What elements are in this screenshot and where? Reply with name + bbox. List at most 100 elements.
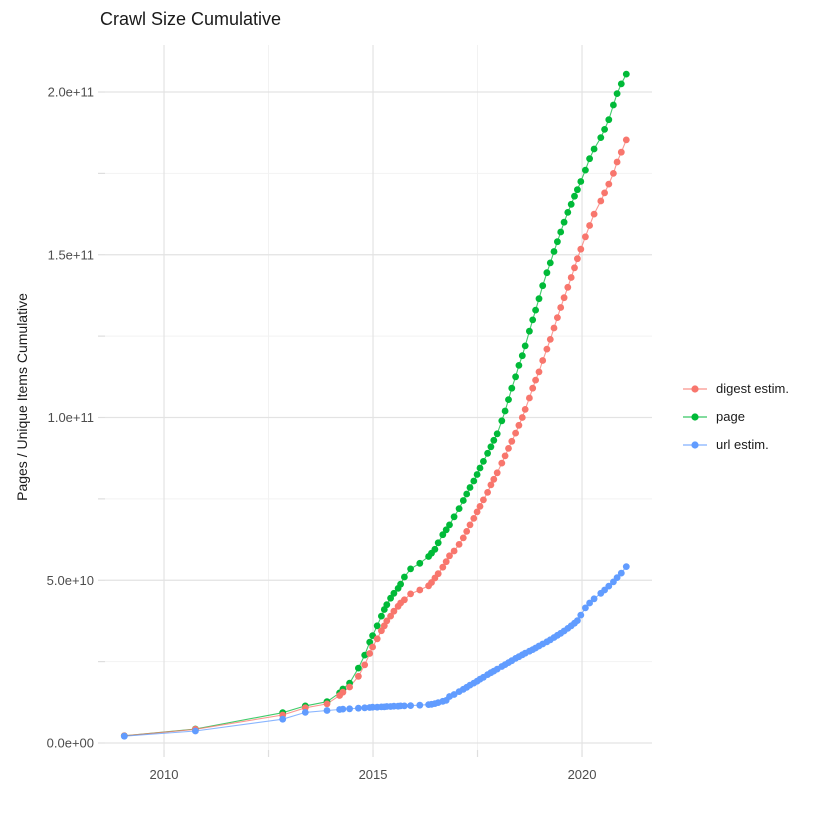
data-point xyxy=(498,417,506,425)
data-point xyxy=(373,635,381,643)
series-points-page xyxy=(120,70,630,740)
data-point xyxy=(577,611,585,619)
gridlines-minor xyxy=(105,45,652,750)
data-point xyxy=(446,552,453,560)
data-point xyxy=(567,274,575,281)
data-point xyxy=(508,384,516,392)
data-point xyxy=(605,116,613,124)
data-point xyxy=(529,384,537,392)
chart-title: Crawl Size Cumulative xyxy=(100,9,282,29)
y-tick-label: 0.0e+00 xyxy=(47,736,94,751)
data-point xyxy=(407,702,414,709)
legend-key-icon xyxy=(683,440,707,449)
data-point xyxy=(355,672,362,680)
data-point xyxy=(571,264,578,272)
x-tick-label: 2010 xyxy=(150,767,179,782)
data-point xyxy=(466,484,474,491)
data-point xyxy=(487,481,495,489)
data-point xyxy=(610,170,617,177)
x-axis-labels: 2010 2015 2020 xyxy=(150,767,597,782)
data-point xyxy=(498,459,506,467)
data-point xyxy=(387,594,394,602)
data-point xyxy=(401,573,408,581)
data-point xyxy=(355,664,362,672)
data-point xyxy=(480,458,487,465)
data-point xyxy=(582,604,589,612)
data-point xyxy=(442,526,450,534)
data-point xyxy=(390,589,398,597)
data-point xyxy=(590,210,598,218)
data-point xyxy=(622,70,630,78)
data-point xyxy=(192,727,199,735)
data-point xyxy=(543,345,551,353)
data-point xyxy=(378,612,385,620)
x-tick-label: 2015 xyxy=(359,767,388,782)
legend-key-icon xyxy=(683,412,707,421)
data-point xyxy=(459,534,467,542)
data-point xyxy=(387,612,394,620)
y-tick-label: 2.0e+11 xyxy=(48,85,94,100)
data-point xyxy=(476,503,484,510)
data-point xyxy=(574,255,581,263)
data-point xyxy=(369,643,376,651)
data-point xyxy=(323,700,331,708)
data-point xyxy=(401,596,408,604)
data-point xyxy=(397,580,404,588)
data-point xyxy=(574,186,581,194)
data-point xyxy=(490,436,498,444)
legend-label: digest estim. xyxy=(716,381,789,396)
y-axis-labels: 0.0e+00 5.0e+10 1.0e+11 1.5e+11 2.0e+11 xyxy=(47,85,94,751)
data-point xyxy=(493,430,501,438)
data-point xyxy=(480,496,487,504)
data-point xyxy=(366,638,374,646)
y-tick-label: 1.0e+11 xyxy=(48,410,94,425)
data-point xyxy=(431,545,439,553)
data-point xyxy=(601,125,608,133)
data-point xyxy=(361,704,369,712)
data-point xyxy=(366,650,374,657)
data-point xyxy=(473,508,481,516)
data-point xyxy=(554,238,561,246)
data-point xyxy=(543,269,551,277)
data-point xyxy=(470,515,478,522)
data-point xyxy=(586,222,593,229)
data-point xyxy=(487,443,495,451)
data-point xyxy=(550,248,558,255)
data-point xyxy=(613,574,621,581)
data-point xyxy=(459,497,467,504)
data-point xyxy=(582,233,589,241)
data-point xyxy=(508,437,516,445)
data-point xyxy=(550,324,558,332)
data-point xyxy=(434,539,442,547)
data-point xyxy=(505,396,512,403)
data-point xyxy=(613,90,621,97)
data-point xyxy=(571,192,578,200)
data-point xyxy=(518,352,526,360)
data-point xyxy=(512,429,519,437)
data-point xyxy=(355,704,362,712)
data-point xyxy=(416,586,424,594)
data-point xyxy=(476,464,484,472)
data-point xyxy=(515,362,523,369)
data-point xyxy=(301,709,309,716)
data-point xyxy=(526,394,533,402)
data-point xyxy=(339,688,347,696)
data-point xyxy=(582,166,589,174)
data-point xyxy=(279,715,287,723)
data-point xyxy=(434,570,442,578)
data-point xyxy=(505,445,512,452)
data-point xyxy=(529,316,537,324)
data-point xyxy=(532,376,539,384)
data-point xyxy=(518,414,526,421)
data-point xyxy=(564,283,572,291)
data-point xyxy=(390,607,398,615)
data-point xyxy=(455,541,463,548)
data-point xyxy=(560,218,568,226)
data-point xyxy=(439,531,447,539)
data-point xyxy=(613,158,621,166)
data-point xyxy=(484,489,491,496)
data-point xyxy=(416,559,424,567)
data-point xyxy=(554,314,561,321)
data-point xyxy=(120,732,128,740)
